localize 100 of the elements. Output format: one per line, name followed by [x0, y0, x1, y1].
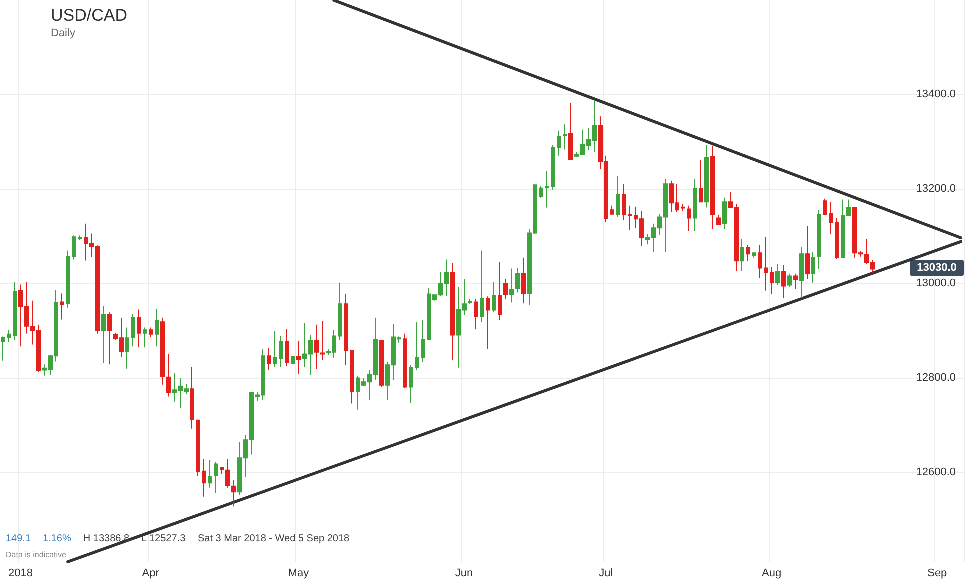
candlestick: [409, 364, 413, 404]
candlestick: [521, 257, 526, 304]
candlestick: [515, 268, 520, 294]
candlestick: [823, 198, 827, 216]
candlestick: [622, 184, 626, 221]
candlestick: [13, 281, 17, 341]
candlestick: [681, 204, 685, 212]
candlestick: [740, 238, 744, 272]
candlestick: [296, 340, 301, 375]
candlestick: [775, 264, 780, 286]
x-tick-label: Jun: [455, 568, 474, 580]
candlestick: [811, 252, 815, 284]
candlestick: [480, 250, 484, 324]
candlestick: [143, 327, 147, 348]
candlestick: [722, 197, 727, 230]
candlestick: [60, 293, 64, 320]
candlestick: [137, 309, 141, 348]
candlestick: [421, 320, 425, 363]
x-tick-label: Jul: [599, 568, 614, 580]
annotation: 13030.0: [917, 262, 957, 274]
candlestick: [568, 102, 573, 160]
candlestick: [746, 244, 750, 262]
candlestick: [415, 322, 419, 371]
candlestick: [78, 235, 82, 241]
candlestick: [7, 330, 11, 343]
candlestick: [273, 330, 277, 368]
candlestick: [202, 458, 206, 498]
annotation: Data is indicative: [6, 550, 68, 560]
candlestick: [539, 186, 543, 198]
candlestick: [793, 273, 798, 290]
candlestick: [131, 314, 135, 348]
candlestick: [628, 205, 632, 230]
text: Daily: [51, 28, 76, 40]
candlestick: [829, 202, 833, 235]
candlestick: [835, 218, 839, 260]
candlestick: [787, 273, 792, 288]
candlestick: [344, 294, 348, 366]
candlestick: [72, 235, 76, 260]
candlestick: [610, 205, 614, 216]
candlestick: [503, 278, 508, 300]
annotation: Sat 3 Mar 2018 - Wed 5 Sep 2018: [198, 534, 350, 544]
candlestick: [704, 144, 709, 208]
candlestick: [450, 262, 455, 361]
candlestick: [716, 214, 721, 226]
candlestick: [320, 320, 325, 361]
candlestick: [196, 420, 200, 477]
candlestick: [66, 250, 70, 308]
annotation: 1.16%: [43, 534, 72, 544]
candlestick: [551, 144, 555, 190]
candlestick: [214, 462, 218, 494]
candlestick: [285, 328, 289, 367]
candlestick: [563, 124, 567, 150]
candlestick: [764, 236, 768, 292]
y-tick-label: 13200.0: [916, 182, 956, 195]
candlestick: [509, 268, 514, 304]
annotation: 149.1: [6, 534, 32, 544]
candlestick: [710, 145, 715, 230]
candlestick: [486, 296, 490, 350]
candlestick: [291, 356, 295, 365]
y-tick-label: 12600.0: [916, 466, 956, 478]
y-tick-label: 12800.0: [916, 372, 956, 384]
y-tick-label: 13000.0: [916, 277, 956, 290]
candlestick: [498, 262, 502, 321]
x-tick-label: Apr: [142, 568, 160, 580]
y-tick-label: 13400.0: [916, 88, 956, 100]
candlestick: [107, 312, 112, 366]
chart-title: USD/CAD: [51, 6, 128, 25]
candlestick: [125, 327, 129, 370]
annotation: L 12527.3: [142, 534, 186, 544]
candlestick: [616, 176, 620, 218]
x-tick-label: 2018: [8, 568, 33, 580]
candlestick: [1, 336, 5, 362]
candlestick: [492, 281, 496, 314]
candlestick: [403, 333, 407, 389]
candlestick: [267, 348, 271, 371]
x-tick-label: Sep: [928, 568, 948, 580]
candlestick: [770, 266, 774, 295]
candlestick: [101, 306, 106, 364]
candlestick: [190, 366, 194, 430]
candlestick: [693, 178, 697, 232]
candlestick: [149, 327, 153, 338]
candlestick: [687, 205, 691, 232]
candlestick: [781, 264, 786, 298]
x-tick-label: Aug: [762, 568, 782, 580]
candlestick: [379, 340, 384, 388]
candlestick: [557, 130, 561, 156]
candlestick: [758, 244, 762, 279]
candlestick: [799, 246, 804, 298]
candlestick: [314, 324, 319, 370]
candlestick: [752, 252, 756, 258]
candlestick: [474, 298, 478, 330]
candlestick: [468, 298, 472, 305]
candlestick: [350, 350, 354, 404]
x-tick-label: May: [288, 568, 310, 580]
candlestick: [805, 226, 810, 280]
candlestick: [817, 210, 821, 270]
candlestick: [279, 336, 283, 368]
candlestick: [338, 282, 342, 341]
candlestick: [155, 308, 159, 348]
candlestick: [208, 460, 212, 488]
